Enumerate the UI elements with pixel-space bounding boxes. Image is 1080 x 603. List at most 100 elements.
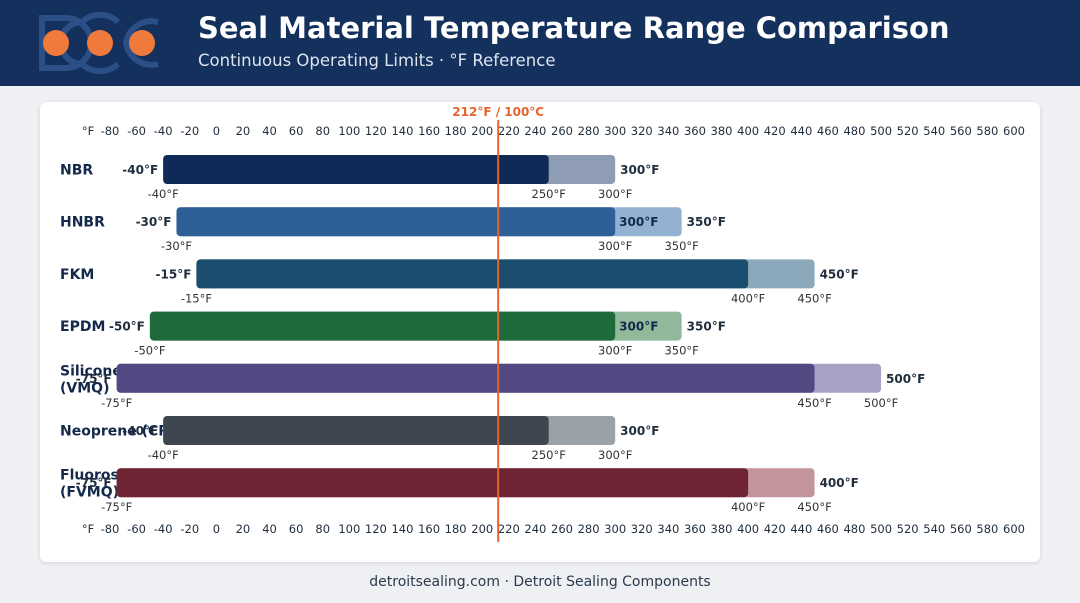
top-axis-tick-label: -20	[180, 124, 199, 138]
top-axis-unit-label: °F	[82, 124, 94, 138]
top-axis-tick-label: 20	[236, 124, 251, 138]
bottom-axis-tick-label: 360	[684, 522, 706, 536]
bottom-axis-tick-label: 420	[764, 522, 786, 536]
top-axis-tick-label: 340	[657, 124, 679, 138]
top-axis-tick-label: 40	[262, 124, 277, 138]
bar-max-label: 350°F	[687, 215, 726, 229]
bottom-axis-tick-label: 380	[711, 522, 733, 536]
top-axis-tick-label: 140	[391, 124, 413, 138]
bottom-axis-tick-label: 20	[236, 522, 251, 536]
bottom-axis-tick-label: 100	[338, 522, 360, 536]
bar-edge-max-label: 300°F	[598, 187, 632, 201]
top-axis-tick-label: 320	[631, 124, 653, 138]
bar-edge-cont-label: 450°F	[797, 396, 831, 410]
material-label: EPDM	[60, 319, 105, 335]
top-axis-tick-label: -80	[101, 124, 120, 138]
bar-min-label: -75°F	[76, 476, 112, 490]
bottom-axis-tick-label: -60	[127, 522, 146, 536]
bottom-axis-tick-label: 40	[262, 522, 277, 536]
bar-edge-min-label: -75°F	[101, 500, 132, 514]
top-axis-tick-label: 0	[213, 124, 220, 138]
bar-edge-cont-label: 250°F	[532, 187, 566, 201]
bar-edge-min-label: -15°F	[181, 291, 212, 305]
bar-continuous-range	[196, 259, 749, 289]
material-label: NBR	[60, 163, 93, 179]
bar-continuous-range	[163, 155, 549, 184]
top-axis-tick-label: -60	[127, 124, 146, 138]
bottom-axis-tick-label: 400	[737, 522, 759, 536]
top-axis-tick-label: 260	[551, 124, 573, 138]
material-label: (VMQ)	[60, 380, 109, 396]
bottom-axis-tick-label: 480	[843, 522, 865, 536]
bar-mid-label: 300°F	[619, 215, 658, 229]
bar-edge-min-label: -75°F	[101, 396, 132, 410]
bar-max-label: 300°F	[620, 424, 659, 438]
top-axis-tick-label: 580	[976, 124, 998, 138]
bar-mid-label: 300°F	[619, 320, 658, 334]
bar-continuous-range	[116, 363, 815, 393]
top-axis-tick-label: 500	[870, 124, 892, 138]
top-axis-tick-label: 540	[923, 124, 945, 138]
top-axis-tick-label: 380	[711, 124, 733, 138]
top-axis-tick-label: -40	[154, 124, 173, 138]
bottom-axis-tick-label: 0	[213, 522, 220, 536]
bottom-axis-tick-label: 440	[790, 522, 812, 536]
bar-max-label: 350°F	[687, 320, 726, 334]
bottom-axis-tick-label: -40	[154, 522, 173, 536]
bar-min-label: -40°F	[122, 163, 158, 177]
top-axis-tick-label: 80	[315, 124, 330, 138]
top-axis-tick-label: 460	[817, 124, 839, 138]
bar-edge-cont-label: 400°F	[731, 291, 765, 305]
bar-max-label: 300°F	[620, 163, 659, 177]
bottom-axis-tick-label: 160	[418, 522, 440, 536]
bar-edge-max-label: 350°F	[664, 344, 698, 358]
bar-edge-max-label: 500°F	[864, 396, 898, 410]
bar-edge-min-label: -40°F	[148, 187, 179, 201]
top-axis-tick-label: 180	[445, 124, 467, 138]
top-axis-tick-label: 160	[418, 124, 440, 138]
bar-max-label: 500°F	[886, 372, 925, 386]
top-axis-tick-label: 120	[365, 124, 387, 138]
bottom-axis-tick-label: 340	[657, 522, 679, 536]
page-subtitle: Continuous Operating Limits · °F Referen…	[198, 51, 556, 70]
bar-edge-min-label: -50°F	[134, 344, 165, 358]
top-axis-tick-label: 560	[950, 124, 972, 138]
bar-continuous-range	[163, 416, 549, 445]
bottom-axis-tick-label: 140	[391, 522, 413, 536]
bottom-axis-tick-label: 560	[950, 522, 972, 536]
bottom-axis-tick-label: 120	[365, 522, 387, 536]
top-axis-tick-label: 600	[1003, 124, 1025, 138]
top-axis-tick-label: 240	[524, 124, 546, 138]
top-axis-tick-label: 420	[764, 124, 786, 138]
material-label: Neoprene (CR)	[60, 424, 175, 440]
company-logo	[39, 12, 159, 74]
bottom-axis-tick-label: 260	[551, 522, 573, 536]
bar-min-label: -50°F	[109, 320, 145, 334]
top-axis-tick-label: 400	[737, 124, 759, 138]
bottom-axis-tick-label: 180	[445, 522, 467, 536]
bar-edge-cont-label: 400°F	[731, 500, 765, 514]
top-axis-tick-label: 100	[338, 124, 360, 138]
bottom-axis-tick-label: 80	[315, 522, 330, 536]
chart-card: °F -80 -60 -40 -20 0 20 40 60 80 100 120 140 160 180 20…	[40, 102, 1040, 562]
bottom-axis-tick-label: 280	[578, 522, 600, 536]
bar-edge-min-label: -40°F	[148, 448, 179, 462]
material-label: HNBR	[60, 215, 105, 231]
bar-continuous-range	[149, 311, 616, 341]
bottom-axis-tick-label: 460	[817, 522, 839, 536]
bar-edge-max-label: 450°F	[797, 500, 831, 514]
top-axis-tick-label: 360	[684, 124, 706, 138]
bar-max-label: 400°F	[820, 476, 859, 490]
bottom-axis-tick-label: 320	[631, 522, 653, 536]
bar-edge-min-label: -30°F	[161, 239, 192, 253]
bottom-axis-tick-label: 540	[923, 522, 945, 536]
footer-credit: detroitsealing.com · Detroit Sealing Com…	[369, 574, 711, 590]
bar-min-label: -15°F	[156, 267, 192, 281]
bar-continuous-range	[116, 468, 749, 498]
bottom-axis-tick-label: 600	[1003, 522, 1025, 536]
bottom-axis-tick-label: 300	[604, 522, 626, 536]
bottom-axis-tick-label: 200	[471, 522, 493, 536]
top-axis-tick-label: 200	[471, 124, 493, 138]
bottom-axis-tick-label: 520	[897, 522, 919, 536]
header-banner: Seal Material Temperature Range Comparis…	[0, 0, 1080, 86]
